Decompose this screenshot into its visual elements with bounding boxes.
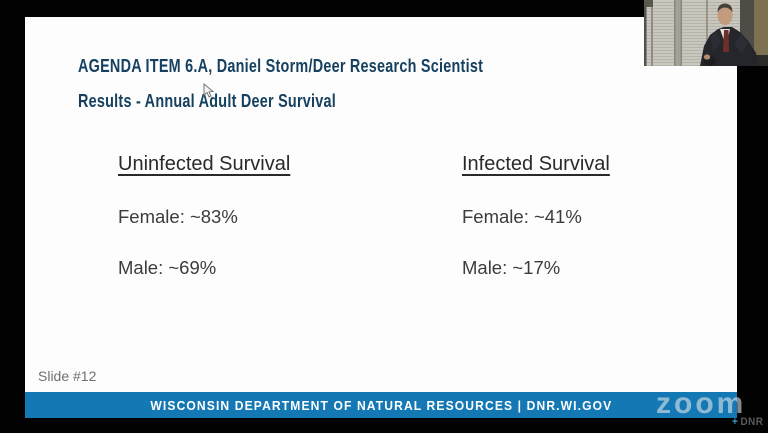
- slide-number: Slide #12: [38, 368, 97, 384]
- uninfected-female-value: Female: ~83%: [118, 206, 238, 227]
- presentation-slide: AGENDA ITEM 6.A, Daniel Storm/Deer Resea…: [25, 17, 737, 392]
- slide-agenda-heading: AGENDA ITEM 6.A, Daniel Storm/Deer Resea…: [78, 56, 484, 76]
- dnr-footer-banner: WISCONSIN DEPARTMENT OF NATURAL RESOURCE…: [25, 392, 737, 418]
- infected-survival-column: Infected Survival Female: ~41% Male: ~17…: [462, 152, 610, 307]
- zoom-logo: zoom: [656, 387, 747, 420]
- presenter-figure: [700, 3, 759, 66]
- plus-sign: +: [732, 416, 738, 428]
- presenter-video: [644, 0, 768, 66]
- presenter-video-frame: [644, 0, 768, 66]
- infected-female-value: Female: ~41%: [462, 206, 582, 227]
- infected-male-value: Male: ~17%: [462, 257, 561, 278]
- presenter-head: [717, 5, 733, 25]
- uninfected-survival-title: Uninfected Survival: [118, 153, 291, 175]
- uninfected-male-value: Male: ~69%: [118, 257, 217, 278]
- plus-dnr-watermark: + DNR: [732, 416, 763, 428]
- infected-survival-title: Infected Survival: [462, 153, 610, 175]
- dnr-footer-text: WISCONSIN DEPARTMENT OF NATURAL RESOURCE…: [150, 397, 612, 413]
- slide-title-heading: Results - Annual Adult Deer Survival: [78, 91, 337, 111]
- side-wall: [754, 0, 768, 55]
- uninfected-survival-column: Uninfected Survival Female: ~83% Male: ~…: [118, 152, 290, 307]
- mouse-cursor-icon: [203, 83, 214, 98]
- dnr-label: DNR: [740, 416, 764, 428]
